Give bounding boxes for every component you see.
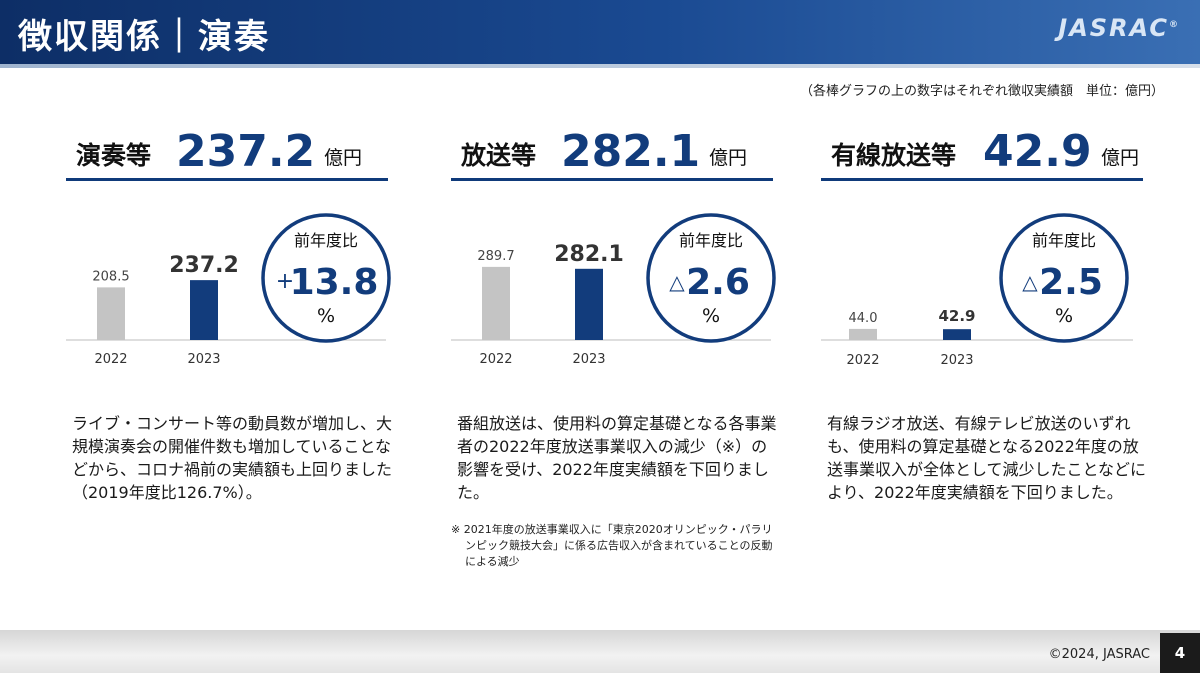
footnote: ※ 2021年度の放送事業収入に「東京2020オリンピック・パラリ ンピック競技…	[451, 522, 781, 570]
panel-cable-broadcast: 有線放送等 42.9 億円 44.0 42.9 2022 2023 前年度比 △…	[821, 120, 1151, 590]
ratio-sign: △	[1022, 270, 1038, 294]
value-label-2022: 44.0	[849, 311, 878, 326]
x-tick-2023: 2023	[187, 352, 220, 367]
panel-unit: 億円	[1101, 147, 1140, 169]
panel-broadcast: 放送等 282.1 億円 289.7 282.1 2022 2023 前年度比 …	[451, 120, 781, 590]
value-label-2022: 208.5	[92, 269, 129, 284]
ratio-unit: %	[1055, 305, 1073, 327]
ratio-value: 13.8	[290, 262, 379, 303]
page-number: 4	[1160, 633, 1200, 673]
value-label-2023: 237.2	[169, 253, 239, 278]
panel-value: 282.1	[561, 126, 701, 177]
bar-chart-broadcast: 289.7 282.1 2022 2023 前年度比 △ 2.6 %	[451, 213, 776, 367]
header-underline	[0, 64, 1200, 68]
x-tick-2022: 2022	[846, 353, 879, 368]
panel-headline: 演奏等 237.2 億円	[66, 120, 388, 181]
ratio-value: 2.5	[1039, 262, 1103, 303]
panel-value: 42.9	[983, 126, 1092, 177]
x-tick-2023: 2023	[572, 352, 605, 367]
unit-note: （各棒グラフの上の数字はそれぞれ徴収実績額 単位：億円）	[799, 84, 1164, 99]
panel-unit: 億円	[324, 147, 363, 169]
ratio-label: 前年度比	[1032, 231, 1096, 250]
panel-label: 放送等	[461, 141, 537, 170]
panel-label: 有線放送等	[831, 141, 957, 170]
panel-label: 演奏等	[76, 141, 152, 170]
bar-chart-cable: 44.0 42.9 2022 2023 前年度比 △ 2.5 %	[821, 213, 1133, 368]
bar-2022	[97, 287, 125, 340]
footnote-line: による減少	[465, 555, 520, 568]
bar-2023	[575, 268, 603, 340]
footnote-line: ※ 2021年度の放送事業収入に「東京2020オリンピック・パラリ	[451, 523, 773, 536]
panel-description: 番組放送は、使用料の算定基礎となる各事業者の2022年度放送事業収入の減少（※）…	[457, 414, 777, 502]
ratio-unit: %	[702, 305, 720, 327]
ratio-unit: %	[317, 305, 335, 327]
ratio-circle	[999, 213, 1129, 343]
bar-2022	[849, 328, 877, 340]
ratio-value: 2.6	[686, 262, 750, 303]
ratio-label: 前年度比	[294, 231, 358, 250]
panel-unit: 億円	[709, 147, 748, 169]
copyright: ©2024, JASRAC	[1048, 647, 1150, 662]
ratio-circle	[646, 213, 776, 343]
page-title: 徴収関係｜演奏	[18, 17, 270, 57]
value-label-2023: 282.1	[554, 242, 624, 267]
jasrac-logo: JASRAC®	[1058, 14, 1180, 42]
panel-value: 237.2	[176, 126, 316, 177]
panel-description: ライブ・コンサート等の動員数が増加し、大規模演奏会の開催件数も増加していることな…	[72, 414, 393, 502]
bar-2023	[190, 280, 218, 340]
x-tick-2022: 2022	[479, 352, 512, 367]
panel-headline: 有線放送等 42.9 億円	[821, 120, 1143, 181]
panel-performance: 演奏等 237.2 億円 208.5 237.2 2022 2023 前年度比 …	[66, 120, 396, 590]
bar-2022	[482, 266, 510, 340]
footer-bar	[0, 630, 1200, 673]
ratio-label: 前年度比	[679, 231, 743, 250]
ratio-sign: +	[276, 269, 294, 294]
bar-chart-performance: 208.5 237.2 2022 2023 前年度比 + 13.8 %	[66, 213, 391, 367]
value-label-2022: 289.7	[477, 249, 514, 264]
value-label-2023: 42.9	[938, 307, 975, 325]
logo-text: JASRAC	[1058, 14, 1169, 42]
bar-2023	[943, 329, 971, 340]
x-tick-2022: 2022	[94, 352, 127, 367]
x-tick-2023: 2023	[940, 353, 973, 368]
panel-description: 有線ラジオ放送、有線テレビ放送のいずれも、使用料の算定基礎となる2022年度の放…	[827, 414, 1147, 502]
footnote-line: ンピック競技大会」に係る広告収入が含まれていることの反動	[465, 539, 773, 552]
header-bar: 徴収関係｜演奏 JASRAC®	[0, 0, 1200, 64]
ratio-sign: △	[669, 270, 685, 294]
logo-registered-mark: ®	[1169, 20, 1180, 30]
panel-headline: 放送等 282.1 億円	[451, 120, 773, 181]
ratio-circle	[261, 213, 391, 343]
